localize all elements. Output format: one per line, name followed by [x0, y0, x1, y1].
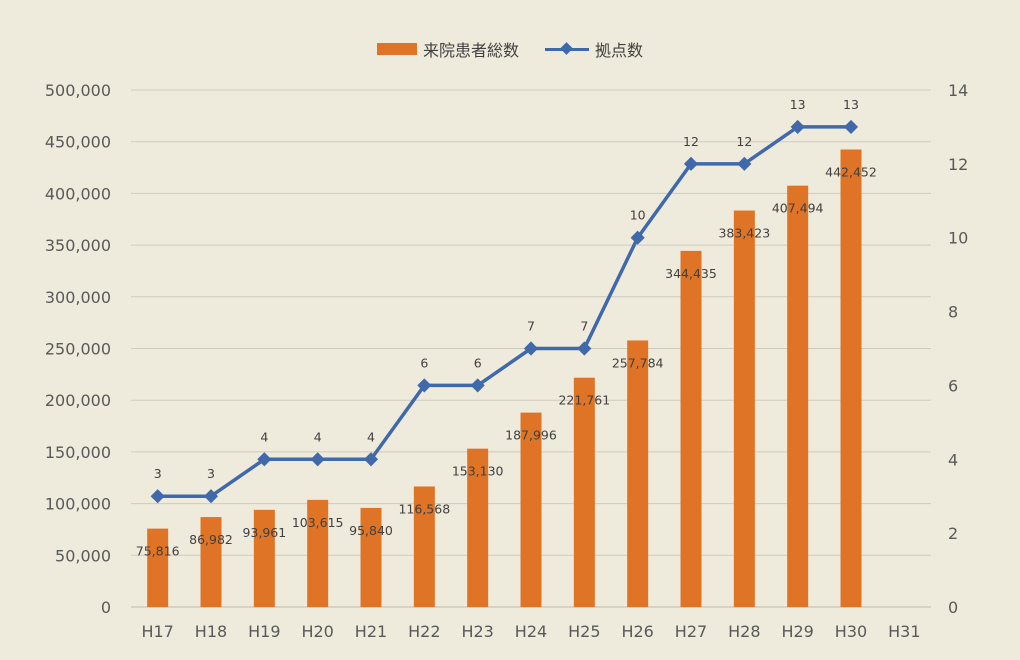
line-marker [630, 230, 645, 245]
y-left-tick-label: 50,000 [55, 546, 111, 565]
y-right-tick-label: 12 [948, 155, 968, 174]
legend: 来院患者総数 拠点数 [0, 37, 1020, 61]
line-data-label: 12 [683, 134, 699, 149]
x-tick-label: H21 [355, 622, 387, 641]
x-tick-label: H31 [888, 622, 920, 641]
bar-data-label: 442,452 [825, 165, 877, 180]
y-left-tick-label: 100,000 [45, 495, 111, 514]
y-left-tick-label: 350,000 [45, 236, 111, 255]
y-right-tick-label: 14 [948, 81, 968, 100]
y-right-tick-label: 10 [948, 229, 968, 248]
series-line [157, 125, 851, 498]
y-right-tick-label: 8 [948, 303, 958, 322]
bar-data-label: 383,423 [718, 226, 770, 241]
line-data-label: 10 [630, 208, 646, 223]
line-marker [790, 119, 805, 134]
bar-data-label: 75,816 [136, 544, 180, 559]
x-tick-label: H19 [248, 622, 280, 641]
line-marker [737, 156, 752, 171]
x-tick-label: H25 [568, 622, 600, 641]
bar [840, 149, 862, 607]
line-data-label: 7 [580, 319, 588, 334]
x-tick-label: H28 [728, 622, 760, 641]
x-tick-label: H18 [195, 622, 227, 641]
bar [733, 210, 755, 607]
line-data-label: 4 [314, 429, 322, 444]
y-left-tick-label: 400,000 [45, 184, 111, 203]
bar-data-label: 407,494 [772, 201, 824, 216]
bar [573, 377, 595, 607]
bar [520, 412, 542, 607]
bar [413, 486, 435, 607]
line-marker [203, 489, 219, 504]
bar-data-label: 93,961 [242, 525, 286, 540]
line-marker [363, 452, 379, 467]
line-marker [310, 452, 325, 467]
bar [253, 509, 275, 607]
y-left-tick-label: 200,000 [45, 391, 111, 410]
x-tick-label: H22 [408, 622, 440, 641]
bar [787, 185, 809, 608]
y-right-tick-label: 0 [948, 598, 958, 617]
legend-label-sites: 拠点数 [595, 41, 644, 60]
legend-item-sites: 拠点数 [545, 37, 643, 61]
bar [147, 528, 169, 607]
y-right-tick-label: 6 [948, 376, 958, 395]
bar-data-label: 187,996 [505, 428, 557, 443]
line-data-label: 4 [367, 429, 375, 444]
bar-data-label: 344,435 [665, 266, 717, 281]
x-tick-label: H23 [461, 622, 493, 641]
line-data-label: 3 [207, 466, 215, 481]
line-marker [577, 341, 592, 356]
x-tick-label: H27 [675, 622, 707, 641]
bar [360, 507, 382, 607]
line-marker [257, 452, 272, 467]
legend-line-swatch [545, 42, 589, 56]
bar [200, 517, 222, 607]
line-data-label: 3 [154, 466, 162, 481]
line-marker [470, 378, 485, 393]
line-data-label: 7 [527, 319, 535, 334]
bar [627, 340, 649, 607]
bar-data-label: 153,130 [452, 464, 504, 479]
line-data-label: 6 [474, 355, 482, 370]
bar-data-label: 86,982 [189, 532, 233, 547]
legend-item-patients: 来院患者総数 [376, 37, 519, 61]
y-left-tick-label: 500,000 [45, 81, 111, 100]
line-data-label: 12 [736, 134, 752, 149]
line-data-label: 4 [260, 429, 268, 444]
x-tick-label: H29 [781, 622, 813, 641]
bar-data-label: 95,840 [349, 523, 393, 538]
y-left-tick-label: 0 [101, 598, 111, 617]
line-marker [683, 156, 699, 171]
bar [307, 499, 329, 607]
line-marker [417, 378, 432, 393]
y-left-tick-label: 150,000 [45, 443, 111, 462]
line-marker [150, 489, 165, 504]
x-tick-label: H17 [141, 622, 173, 641]
x-tick-label: H30 [835, 622, 867, 641]
legend-bar-swatch [376, 43, 417, 55]
y-left-tick-label: 300,000 [45, 288, 111, 307]
y-left-tick-label: 250,000 [45, 340, 111, 359]
line-data-label: 13 [790, 97, 806, 112]
x-tick-label: H26 [621, 622, 653, 641]
y-right-tick-label: 2 [948, 524, 958, 543]
legend-label-patients: 来院患者総数 [422, 41, 519, 60]
bar-data-label: 257,784 [612, 355, 664, 370]
line-marker [523, 341, 539, 356]
bar-data-label: 221,761 [558, 393, 610, 408]
y-left-tick-label: 450,000 [45, 133, 111, 152]
line-marker [843, 119, 859, 134]
bar-data-label: 116,568 [398, 501, 450, 516]
y-right-tick-label: 4 [948, 450, 958, 469]
line-data-label: 13 [843, 97, 859, 112]
line-data-label: 6 [420, 355, 428, 370]
bar-data-label: 103,615 [292, 515, 344, 530]
bar [467, 448, 489, 607]
bar [680, 250, 702, 607]
x-tick-label: H24 [515, 622, 547, 641]
x-tick-label: H20 [301, 622, 333, 641]
